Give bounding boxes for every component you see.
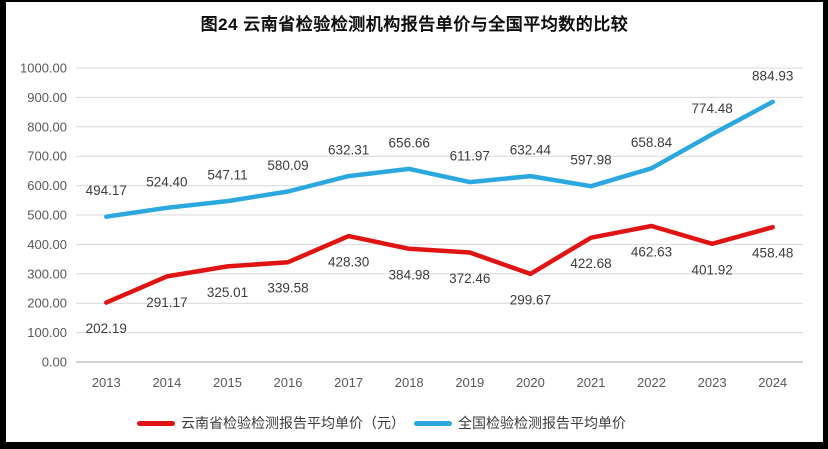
data-label-yunnan: 291.17 <box>146 295 187 310</box>
y-axis-tick-label: 1000.00 <box>20 61 67 76</box>
data-label-yunnan: 462.63 <box>631 245 672 260</box>
x-axis-tick-label: 2019 <box>455 375 484 390</box>
legend-swatch-blue <box>414 420 452 426</box>
x-axis-tick-label: 2015 <box>213 375 242 390</box>
data-label-yunnan: 372.46 <box>449 271 490 286</box>
x-axis-tick-label: 2017 <box>334 375 363 390</box>
x-axis-tick-label: 2014 <box>152 375 181 390</box>
data-label-yunnan: 401.92 <box>691 262 732 277</box>
legend-label-yunnan: 云南省检验检测报告平均单价（元） <box>181 415 405 431</box>
y-axis-tick-label: 600.00 <box>27 178 67 193</box>
data-label-yunnan: 325.01 <box>207 285 248 300</box>
data-label-national: 774.48 <box>691 101 732 116</box>
y-axis-tick-label: 0.00 <box>42 355 67 370</box>
data-label-national: 658.84 <box>631 135 673 150</box>
chart-canvas: 0.00 100.00 200.00 300.00 400.00 500.00 600.00… <box>20 61 803 390</box>
y-axis-tick-label: 500.00 <box>27 208 67 223</box>
x-axis-tick-label: 2018 <box>395 375 424 390</box>
data-label-yunnan: 384.98 <box>389 267 430 282</box>
y-axis-tick-label: 900.00 <box>27 90 67 105</box>
series-line-national <box>104 99 775 219</box>
data-label-yunnan: 339.58 <box>267 281 308 296</box>
x-axis-tick-label: 2022 <box>637 375 666 390</box>
data-label-national: 494.17 <box>86 183 127 198</box>
data-label-yunnan: 422.68 <box>570 256 611 271</box>
x-axis-tick-label: 2023 <box>698 375 727 390</box>
x-axis-tick-label: 2024 <box>758 375 787 390</box>
legend-item-national: 全国检验检测报告平均单价 <box>414 413 626 433</box>
data-label-national: 884.93 <box>752 68 793 83</box>
y-axis-tick-label: 300.00 <box>27 266 67 281</box>
y-axis-tick-label: 700.00 <box>27 149 67 164</box>
data-label-national: 656.66 <box>389 135 430 150</box>
legend-item-yunnan: 云南省检验检测报告平均单价（元） <box>137 413 405 433</box>
data-label-national: 524.40 <box>146 174 187 189</box>
legend-label-national: 全国检验检测报告平均单价 <box>458 415 626 431</box>
data-label-yunnan: 202.19 <box>86 321 127 336</box>
data-label-national: 611.97 <box>450 149 490 164</box>
y-axis-tick-label: 200.00 <box>27 296 67 311</box>
y-axis-tick-label: 100.00 <box>27 325 67 340</box>
data-label-national: 597.98 <box>570 153 611 168</box>
chart-legend: 云南省检验检测报告平均单价（元） 全国检验检测报告平均单价 <box>137 412 626 434</box>
chart-title: 图24 云南省检验检测机构报告单价与全国平均数的比较 <box>200 15 629 34</box>
x-axis-tick-label: 2021 <box>577 375 606 390</box>
y-axis-tick-label: 400.00 <box>27 237 67 252</box>
x-axis-tick-label: 2020 <box>516 375 545 390</box>
data-label-national: 580.09 <box>267 158 308 173</box>
data-label-yunnan: 458.48 <box>752 246 793 261</box>
x-axis-tick-label: 2016 <box>274 375 303 390</box>
x-axis-tick-label: 2013 <box>92 375 121 390</box>
data-label-national: 547.11 <box>207 168 247 183</box>
series-line-yunnan <box>104 223 775 305</box>
data-label-yunnan: 299.67 <box>510 292 551 307</box>
data-label-national: 632.31 <box>328 143 369 158</box>
data-label-yunnan: 428.30 <box>328 255 369 270</box>
legend-swatch-red <box>137 420 175 426</box>
y-axis-tick-label: 800.00 <box>27 119 67 134</box>
data-label-national: 632.44 <box>510 143 552 158</box>
